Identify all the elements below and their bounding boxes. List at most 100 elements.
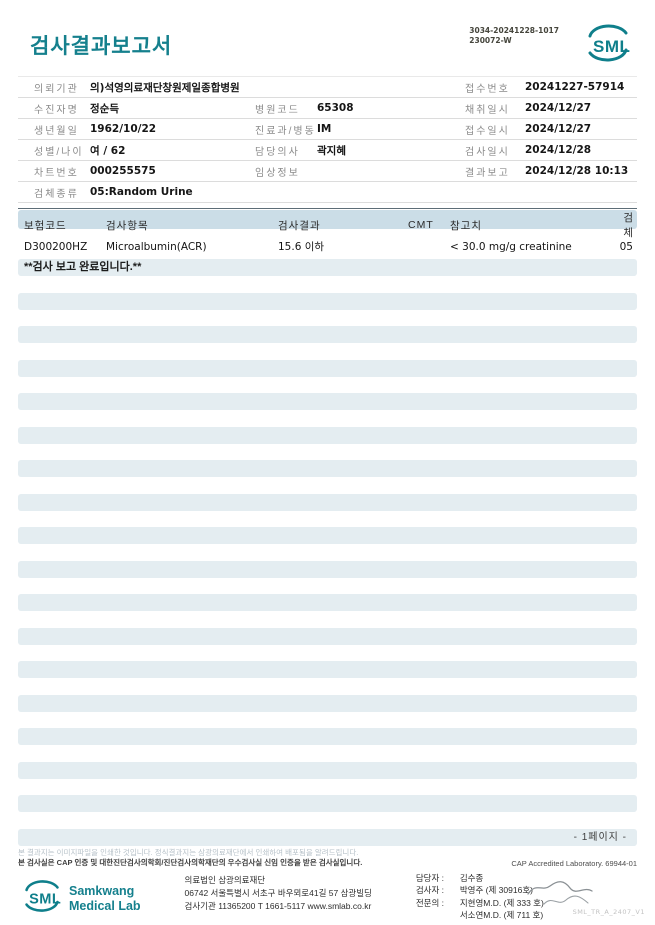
page-number: - 1페이지 - — [18, 828, 637, 846]
org-name: 의료법인 삼광의료재단 — [184, 875, 266, 885]
notice-line-2: 본 검사실은 CAP 인증 및 대한진단검사의학회/진단검사의학재단의 우수검사… — [18, 857, 363, 867]
empty-row-stripe — [18, 292, 637, 310]
patient-name-label: 수진자명 — [34, 104, 79, 116]
info-row-sex-age: 성별/나이 여 / 62 담당의사 곽지혜 검사일시 2024/12/28 — [18, 140, 637, 161]
info-row-specimen: 검체종류 05:Random Urine — [18, 182, 637, 203]
info-row-chart: 차트번호 000255575 임상정보 결과보고 2024/12/28 10:1… — [18, 161, 637, 182]
clinical-info-label: 임상정보 — [255, 167, 300, 179]
completion-note: **검사 보고 완료입니다.** — [18, 259, 637, 276]
doctor-label: 담당의사 — [255, 146, 300, 158]
report-header: 검사결과보고서 3034-20241228-1017 230072-W SML — [18, 22, 637, 64]
brand-name-line1: Samkwang — [69, 884, 135, 899]
info-row-referrer: 의뢰기관 의)석영의료재단창원제일종합병원 접수번호 20241227-5791… — [18, 77, 637, 98]
empty-row-stripe — [18, 326, 637, 343]
results-header-row: 보험코드 검사항목 검사결과 CMT 참고치 검체 — [18, 210, 637, 239]
birth-date-value: 1962/10/22 — [90, 123, 157, 135]
report-date-label: 결과보고 — [465, 167, 510, 179]
specimen-id-block: 3034-20241228-1017 230072-W — [469, 26, 559, 46]
referrer-label: 의뢰기관 — [34, 83, 79, 95]
sml-logo-icon: SML — [585, 22, 631, 64]
org-address: 06742 서울특별시 서초구 바우뫼로41길 57 삼광빌딩 — [184, 887, 372, 898]
result-test-item: Microalbumin(ACR) — [106, 240, 207, 253]
specialist-name-2: 서소연M.D. (제 711 호) — [459, 909, 544, 920]
sex-age-value: 여 / 62 — [90, 144, 126, 157]
svg-text:SML: SML — [593, 37, 630, 56]
info-row-birth: 생년월일 1962/10/22 진료과/병동 IM 접수일시 2024/12/2… — [18, 119, 637, 140]
hospital-code-value: 65308 — [317, 102, 354, 114]
specialist-label: 전문의 : — [415, 897, 445, 908]
col-test-item: 검사항목 — [106, 219, 149, 232]
col-test-result: 검사결과 — [278, 219, 321, 232]
manager-label: 담당자 : — [415, 873, 445, 883]
empty-row-stripe — [18, 527, 637, 544]
patient-info-table: 의뢰기관 의)석영의료재단창원제일종합병원 접수번호 20241227-5791… — [18, 76, 637, 203]
empty-row-stripe — [18, 594, 637, 611]
result-insurance-code: D300200HZ — [24, 240, 88, 253]
hospital-code-label: 병원코드 — [255, 104, 300, 116]
result-row: D300200HZ Microalbumin(ACR) 15.6 이하 < 30… — [18, 239, 637, 254]
empty-row-stripe — [18, 761, 637, 779]
specimen-id-line2: 230072-W — [469, 36, 512, 46]
svg-text:SML: SML — [29, 892, 61, 908]
empty-row-stripe — [18, 393, 637, 410]
test-date-value: 2024/12/28 — [525, 144, 592, 156]
col-insurance-code: 보험코드 — [24, 219, 67, 232]
empty-row-stripe — [18, 460, 637, 477]
receipt-date-label: 접수일시 — [465, 125, 510, 137]
cap-accreditation: CAP Accredited Laboratory. 69944-01 — [511, 858, 637, 868]
empty-row-stripe — [18, 661, 637, 678]
tester-name: 박영주 (제 30916호) — [459, 885, 533, 896]
empty-row-stripe — [18, 359, 637, 377]
empty-row-stripe — [18, 795, 637, 812]
footer-org-info: 의료법인 삼광의료재단 06742 서울특별시 서초구 바우뫼로41길 57 삼… — [185, 874, 372, 912]
report-footer: SML Samkwang Medical Lab 의료법인 삼광의료재단 067… — [22, 872, 643, 921]
notice-line-1: 본 결과지는 이미지파일을 인쇄한 것입니다. 정식결과지는 삼광의료재단에서 … — [18, 847, 359, 857]
specialist-name-1: 지현영M.D. (제 333 호) — [459, 897, 544, 908]
empty-row-stripe — [18, 493, 637, 511]
result-specimen: 05 — [619, 240, 633, 253]
tester-label: 검사자 : — [415, 885, 445, 896]
specimen-type-value: 05:Random Urine — [90, 186, 193, 198]
report-date-value: 2024/12/28 10:13 — [525, 165, 629, 177]
specimen-type-label: 검체종류 — [34, 188, 79, 200]
dept-ward-label: 진료과/병동 — [255, 125, 316, 137]
birth-date-label: 생년월일 — [34, 125, 79, 137]
collect-date-label: 채취일시 — [465, 104, 510, 116]
empty-row-stripe — [18, 728, 637, 745]
receipt-no-label: 접수번호 — [465, 83, 510, 95]
sml-logo-icon: SML — [22, 878, 62, 919]
empty-stripes — [18, 292, 637, 812]
receipt-no-value: 20241227-57914 — [525, 81, 625, 93]
patient-name-value: 정순득 — [90, 102, 119, 115]
empty-row-stripe — [18, 694, 637, 712]
footer-staff-info: 담당자 : 김수종 검사자 : 박영주 (제 30916호) 전문의 : 지현영… — [415, 872, 593, 921]
col-reference-range: 참고치 — [450, 219, 482, 232]
collect-date-value: 2024/12/27 — [525, 102, 592, 114]
empty-row-stripe — [18, 426, 637, 444]
result-test-value: 15.6 이하 — [278, 241, 325, 253]
empty-row-stripe — [18, 560, 637, 578]
info-row-patient: 수진자명 정순득 병원코드 65308 채취일시 2024/12/27 — [18, 98, 637, 119]
brand-name-line2: Medical Lab — [69, 898, 141, 913]
dept-ward-value: IM — [317, 123, 332, 135]
document-code: SML_TR_A_2407_V1 — [572, 908, 645, 916]
empty-row-stripe — [18, 627, 637, 645]
sex-age-label: 성별/나이 — [34, 146, 84, 158]
signature-scribble-icon — [524, 878, 596, 915]
test-date-label: 검사일시 — [465, 146, 510, 158]
org-contact: 검사기관 11365200 T 1661-5117 www.smlab.co.k… — [184, 900, 372, 911]
col-specimen: 검체 — [623, 212, 633, 239]
page-title: 검사결과보고서 — [30, 35, 173, 58]
receipt-date-value: 2024/12/27 — [525, 123, 592, 135]
result-reference-range: < 30.0 mg/g creatinine — [450, 240, 572, 253]
col-cmt: CMT — [408, 219, 434, 231]
notices: 본 결과지는 이미지파일을 인쇄한 것입니다. 정식결과지는 삼광의료재단에서 … — [18, 848, 637, 868]
manager-name: 김수종 — [459, 873, 484, 883]
results-table: 보험코드 검사항목 검사결과 CMT 참고치 검체 D300200HZ Micr… — [18, 208, 637, 846]
doctor-value: 곽지혜 — [317, 144, 346, 157]
specimen-id-line1: 3034-20241228-1017 — [469, 26, 559, 35]
chart-no-label: 차트번호 — [34, 167, 79, 179]
chart-no-value: 000255575 — [90, 165, 156, 177]
referrer-value: 의)석영의료재단창원제일종합병원 — [90, 81, 240, 94]
